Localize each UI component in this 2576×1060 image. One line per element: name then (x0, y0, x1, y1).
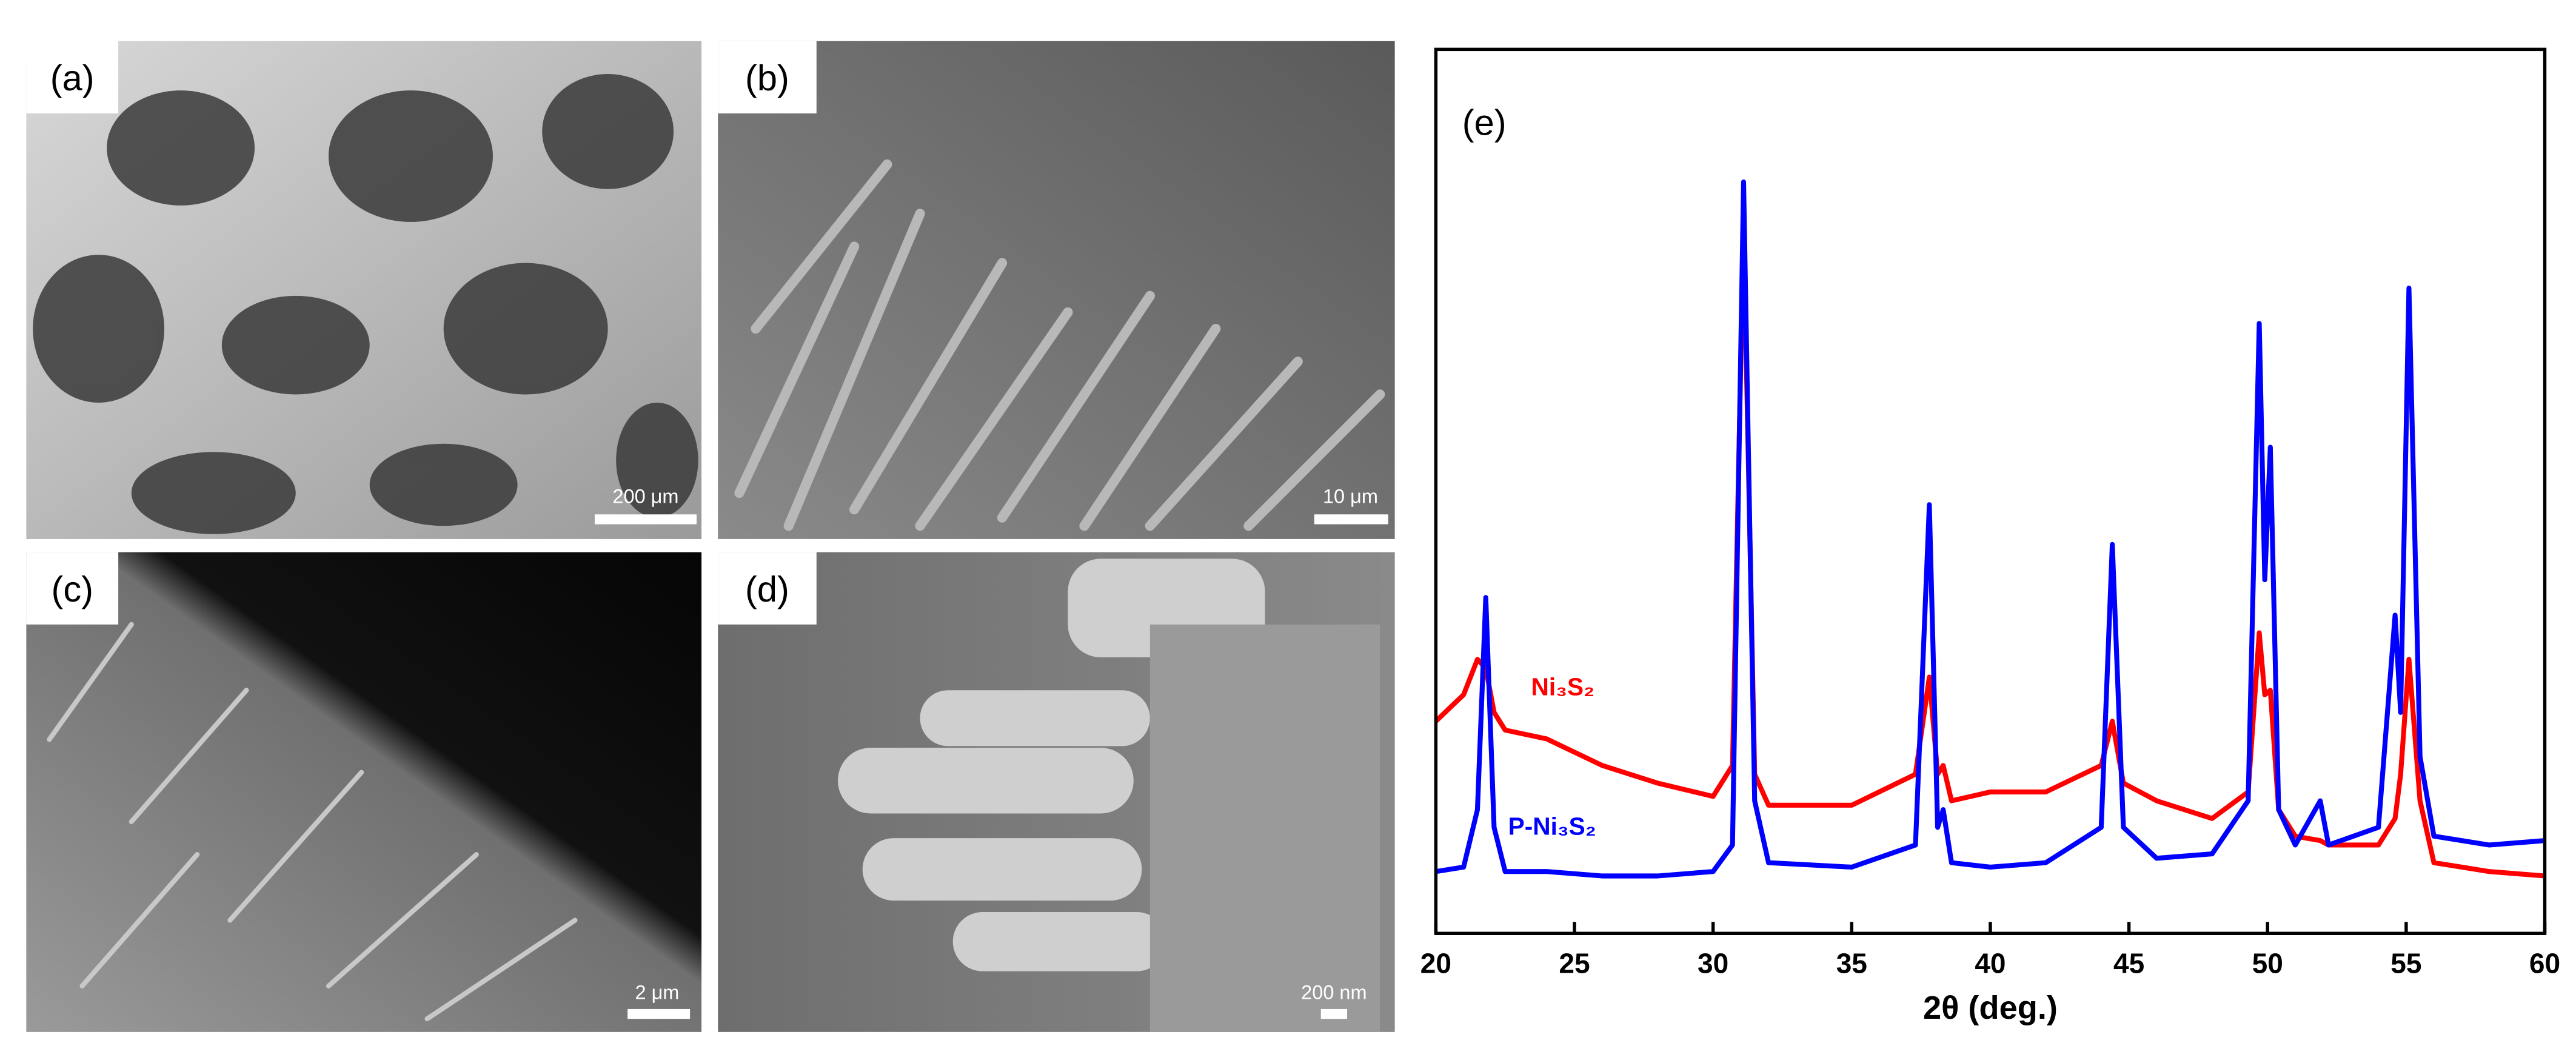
scale-bar (1314, 514, 1388, 525)
scale-bar-label: 10 μm (1323, 485, 1378, 507)
panel-label: (c) (51, 569, 93, 609)
sem-image-b (718, 41, 1395, 539)
x-tick-label: 20 (1420, 947, 1451, 979)
scale-bar-label: 2 μm (635, 982, 679, 1004)
x-tick-label: 55 (2390, 947, 2421, 979)
image-labels: (a) (b) (c) (d) 200 μm 10 μm 2 μm 200 nm (26, 41, 1388, 1019)
panel-label: (a) (50, 58, 95, 98)
panel-label: (b) (745, 58, 789, 98)
scale-bar-label: 200 nm (1301, 982, 1367, 1004)
x-tick-label: 50 (2252, 947, 2283, 979)
scale-bar (1320, 1008, 1348, 1019)
panel-label: (e) (1462, 102, 1507, 143)
xrd-chart: (e) Ni₃S₂ P-Ni₃S₂ 20 25 30 35 40 45 50 55 60 2θ (de… (1420, 47, 2560, 1026)
x-tick-label: 35 (1836, 947, 1867, 979)
sem-image-a (26, 41, 702, 539)
series-line (1434, 223, 2545, 879)
series-label: P-Ni₃S₂ (1508, 813, 1596, 840)
x-tick-label: 40 (1975, 947, 2006, 979)
x-axis-title: 2θ (deg.) (1923, 990, 2058, 1026)
series-label: Ni₃S₂ (1531, 673, 1595, 700)
sem-image-d (718, 552, 1395, 1032)
series-line (1435, 179, 2545, 879)
scale-bar (594, 514, 697, 525)
x-tick-label: 25 (1559, 947, 1590, 979)
panel-label: (d) (745, 569, 789, 609)
sem-image-c (26, 552, 702, 1032)
scale-bar-label: 200 μm (612, 485, 678, 507)
x-tick-label: 60 (2529, 947, 2560, 979)
x-tick-label: 30 (1698, 947, 1728, 979)
x-tick-label: 45 (2113, 947, 2144, 979)
scale-bar (627, 1008, 691, 1019)
